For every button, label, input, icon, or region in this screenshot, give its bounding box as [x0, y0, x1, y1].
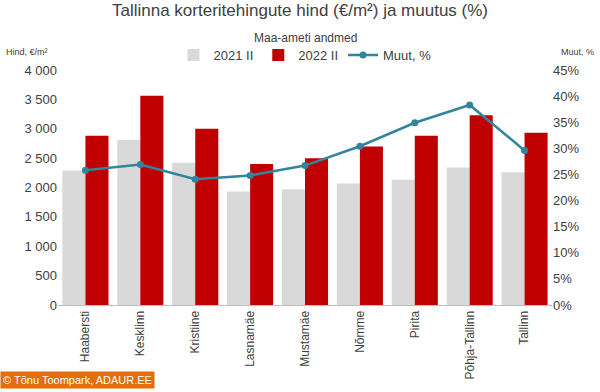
svg-text:15%: 15% [553, 219, 579, 234]
svg-text:Hind, €/m²: Hind, €/m² [6, 47, 48, 57]
svg-text:0%: 0% [553, 298, 572, 313]
svg-text:1 500: 1 500 [24, 209, 57, 224]
svg-text:Mustamäe: Mustamäe [298, 310, 312, 366]
svg-text:Nõmme: Nõmme [353, 310, 367, 352]
svg-text:3 500: 3 500 [24, 92, 57, 107]
svg-text:Pirita: Pirita [408, 310, 422, 338]
svg-text:10%: 10% [553, 245, 579, 260]
svg-text:Tallinn: Tallinn [517, 311, 531, 345]
svg-text:4 000: 4 000 [24, 63, 57, 78]
svg-text:0: 0 [50, 298, 57, 313]
svg-text:2 000: 2 000 [24, 180, 57, 195]
svg-text:Lasnamäe: Lasnamäe [243, 310, 257, 366]
svg-text:30%: 30% [553, 141, 579, 156]
svg-text:2 500: 2 500 [24, 151, 57, 166]
svg-text:35%: 35% [553, 115, 579, 130]
svg-text:Maa-ameti andmed: Maa-ameti andmed [254, 31, 357, 45]
svg-text:500: 500 [35, 268, 57, 283]
svg-text:20%: 20% [553, 193, 579, 208]
svg-text:Haabersti: Haabersti [78, 311, 92, 362]
svg-text:Muut, %: Muut, % [383, 48, 431, 63]
svg-text:3 000: 3 000 [24, 121, 57, 136]
svg-text:2021 II: 2021 II [214, 48, 254, 63]
svg-text:© Tõnu Toompark, ADAUR.EE: © Tõnu Toompark, ADAUR.EE [3, 374, 152, 386]
svg-text:2022 II: 2022 II [298, 48, 338, 63]
svg-text:Tallinna korteritehingute hind: Tallinna korteritehingute hind (€/m²) ja… [112, 1, 488, 20]
svg-text:Kesklinn: Kesklinn [133, 311, 147, 356]
svg-text:5%: 5% [553, 271, 572, 286]
svg-text:40%: 40% [553, 89, 579, 104]
svg-text:Põhja-Tallinn: Põhja-Tallinn [463, 311, 477, 380]
svg-text:1 000: 1 000 [24, 239, 57, 254]
svg-text:Muut, %: Muut, % [561, 47, 594, 57]
svg-text:45%: 45% [553, 63, 579, 78]
svg-text:Kristiine: Kristiine [188, 310, 202, 353]
svg-text:25%: 25% [553, 167, 579, 182]
